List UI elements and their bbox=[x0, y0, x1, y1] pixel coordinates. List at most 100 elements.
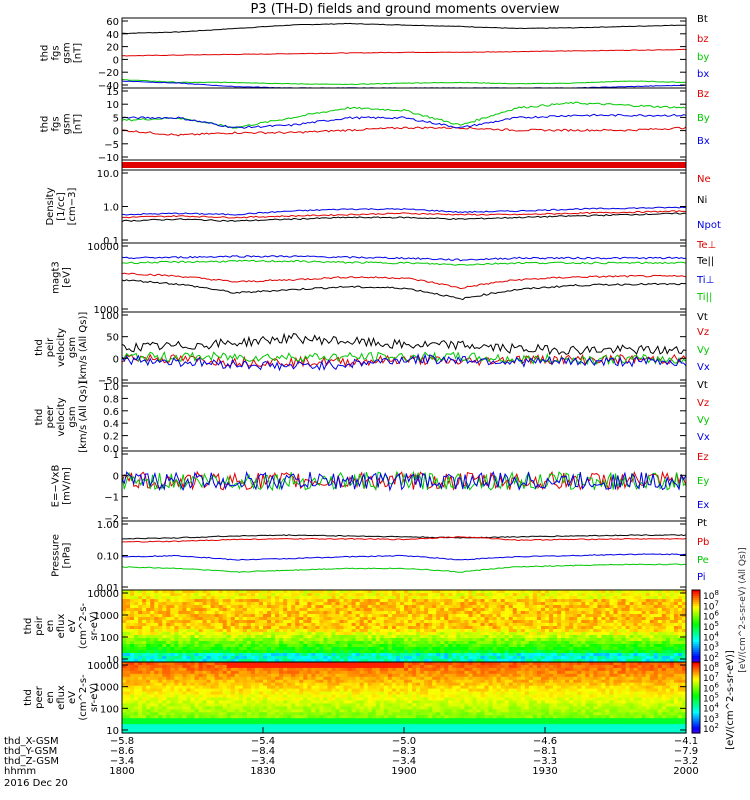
heatmap-cell bbox=[351, 676, 357, 681]
heatmap-cell bbox=[234, 614, 240, 618]
heatmap-cell bbox=[190, 659, 196, 663]
heatmap-cell bbox=[150, 694, 155, 699]
heatmap-cell bbox=[601, 620, 607, 624]
heatmap-cell bbox=[645, 623, 651, 627]
heatmap-cell bbox=[420, 608, 425, 612]
heatmap-cell bbox=[383, 620, 389, 624]
heatmap-cell bbox=[283, 596, 288, 600]
heatmap-cell bbox=[291, 611, 296, 615]
heatmap-cell bbox=[549, 593, 554, 597]
heatmap-cell bbox=[375, 626, 381, 630]
heatmap-cell bbox=[218, 706, 224, 710]
heatmap-cell bbox=[162, 590, 167, 594]
heatmap-cell bbox=[351, 664, 357, 669]
heatmap-cell bbox=[363, 590, 369, 594]
heatmap-cell bbox=[130, 688, 135, 693]
heatmap-cell bbox=[150, 596, 155, 600]
heatmap-cell bbox=[472, 599, 478, 603]
heatmap-cell bbox=[218, 682, 224, 687]
heatmap-cell bbox=[287, 626, 292, 630]
heatmap-cell bbox=[412, 641, 417, 645]
heatmap-cell bbox=[267, 679, 272, 684]
heatmap-cell bbox=[146, 670, 151, 675]
heatmap-cell bbox=[681, 620, 687, 624]
heatmap-cell bbox=[158, 599, 163, 603]
heatmap-cell bbox=[480, 644, 486, 648]
heatmap-cell bbox=[238, 641, 244, 645]
heatmap-cell bbox=[126, 599, 131, 603]
heatmap-cell bbox=[214, 599, 220, 603]
heatmap-cell bbox=[146, 688, 151, 693]
heatmap-cell bbox=[476, 596, 482, 600]
heatmap-cell bbox=[186, 635, 192, 639]
heatmap-cell bbox=[677, 650, 683, 654]
heatmap-cell bbox=[238, 718, 244, 722]
heatmap-cell bbox=[448, 599, 453, 603]
heatmap-cell bbox=[234, 709, 240, 713]
heatmap-cell bbox=[399, 590, 405, 594]
heatmap-cell bbox=[553, 614, 558, 618]
heatmap-cell bbox=[637, 632, 643, 636]
heatmap-cell bbox=[323, 667, 329, 672]
heatmap-cell bbox=[246, 721, 252, 725]
heatmap-cell bbox=[609, 650, 615, 654]
heatmap-cell bbox=[335, 703, 341, 707]
heatmap-cell bbox=[625, 635, 631, 639]
heatmap-cell bbox=[198, 596, 204, 600]
heatmap-cell bbox=[319, 602, 325, 606]
heatmap-cell bbox=[194, 593, 200, 597]
heatmap-cell bbox=[327, 670, 333, 675]
heatmap-cell bbox=[126, 650, 131, 654]
heatmap-cell bbox=[230, 712, 236, 716]
heatmap-cell bbox=[238, 656, 244, 660]
heatmap-cell bbox=[138, 700, 143, 705]
heatmap-cell bbox=[271, 709, 276, 713]
series-line bbox=[122, 210, 687, 219]
heatmap-cell bbox=[520, 596, 526, 600]
heatmap-cell bbox=[476, 656, 482, 660]
heatmap-cell bbox=[343, 715, 349, 719]
heatmap-cell bbox=[226, 709, 232, 713]
heatmap-cell bbox=[174, 599, 179, 603]
heatmap-cell bbox=[335, 617, 341, 621]
heatmap-cell bbox=[673, 623, 679, 627]
heatmap-cell bbox=[456, 653, 461, 657]
heatmap-cell bbox=[182, 712, 188, 716]
heatmap-cell bbox=[174, 641, 179, 645]
heatmap-cell bbox=[359, 608, 365, 612]
heatmap-cell bbox=[287, 617, 292, 621]
heatmap-cell bbox=[190, 641, 196, 645]
heatmap-cell bbox=[613, 650, 619, 654]
heatmap-cell bbox=[641, 632, 647, 636]
heatmap-cell bbox=[528, 635, 534, 639]
heatmap-cell bbox=[134, 596, 139, 600]
heatmap-cell bbox=[126, 676, 131, 681]
heatmap-cell bbox=[303, 667, 308, 672]
heatmap-cell bbox=[375, 629, 381, 633]
heatmap-cell bbox=[263, 662, 268, 666]
heatmap-cell bbox=[299, 670, 304, 675]
heatmap-cell bbox=[303, 688, 308, 693]
heatmap-cell bbox=[126, 638, 131, 642]
heatmap-cell bbox=[150, 703, 155, 707]
heatmap-cell bbox=[347, 664, 353, 669]
heatmap-cell bbox=[174, 700, 179, 705]
heatmap-cell bbox=[230, 635, 236, 639]
heatmap-cell bbox=[625, 653, 631, 657]
heatmap-cell bbox=[367, 632, 373, 636]
heatmap-cell bbox=[516, 626, 522, 630]
heatmap-cell bbox=[621, 602, 627, 606]
heatmap-cell bbox=[226, 632, 232, 636]
heatmap-cell bbox=[226, 667, 232, 672]
heatmap-cell bbox=[512, 638, 518, 642]
heatmap-cell bbox=[456, 617, 461, 621]
heatmap-cell bbox=[315, 712, 320, 716]
heatmap-cell bbox=[351, 659, 357, 663]
heatmap-cell bbox=[150, 629, 155, 633]
heatmap-cell bbox=[424, 605, 429, 609]
heatmap-cell bbox=[315, 611, 320, 615]
heatmap-cell bbox=[540, 635, 546, 639]
heatmap-cell bbox=[146, 614, 151, 618]
